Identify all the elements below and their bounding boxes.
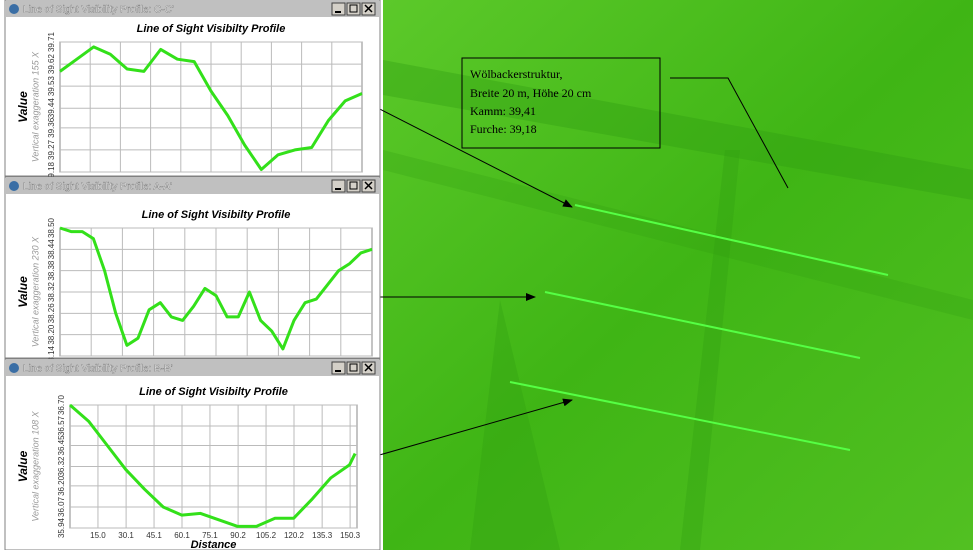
window-title: Line of Sight Visibility Profile: C-C' [23, 5, 174, 16]
annotation-text: Wölbackerstruktur, [470, 67, 562, 81]
close-glyph [364, 181, 373, 190]
y-tick-label: 38.32 [47, 281, 56, 302]
window-icon [9, 181, 19, 191]
y-tick-label: 38.50 [47, 217, 56, 238]
window-icon [9, 4, 19, 14]
y-tick-label: 39.71 [47, 31, 56, 52]
y-tick-label: 39.62 [47, 54, 56, 75]
profile-curve [69, 403, 357, 528]
y-tick-label: 39.18 [47, 161, 56, 182]
x-tick-label: 15.0 [90, 531, 106, 540]
y-tick-label: 39.36 [47, 117, 56, 138]
terrain [383, 0, 973, 550]
profile-window: Line of Sight Visibility Profile: B-B' 35… [4, 358, 381, 550]
y-tick-label: 38.14 [47, 345, 56, 366]
terrain-view: Wölbackerstruktur, Breite 20 m, Höhe 20 … [361, 0, 973, 550]
x-axis-label: Distance [191, 539, 237, 550]
y-tick-label: 39.27 [47, 139, 56, 160]
y-tick-label: 35.94 [57, 517, 66, 538]
terrain-stripe [470, 300, 560, 550]
window-button-min[interactable] [331, 361, 346, 375]
windows: Line of Sight Visibility Profile: C-C' 39… [4, 0, 381, 550]
close-glyph [364, 4, 373, 13]
y-tick-label: 39.53 [47, 76, 56, 97]
annotation-text: Furche: 39,18 [470, 122, 537, 136]
x-tick-label: 105.2 [256, 531, 277, 540]
title-bar [6, 1, 379, 17]
y-tick-label: 38.26 [47, 303, 56, 324]
x-tick-label: 135.3 [312, 531, 333, 540]
annotation-text: Breite 20 m, Höhe 20 cm [470, 86, 592, 100]
chart-title: Line of Sight Visibilty Profile [142, 209, 291, 221]
profile-curve [59, 45, 363, 171]
exaggeration-label: Vertical exaggeration 108 X [30, 410, 40, 521]
arrow [361, 99, 573, 208]
close-glyph [364, 363, 373, 372]
window-icon [9, 363, 19, 373]
window-title: Line of Sight Visibility Profile: B-B' [23, 364, 173, 375]
y-tick-label: 38.38 [47, 260, 56, 281]
x-tick-label: 30.1 [118, 531, 134, 540]
window-title: Line of Sight Visibility Profile: A-A' [23, 182, 172, 193]
max-glyph [349, 181, 358, 190]
annotation-box [461, 57, 661, 149]
max-glyph [349, 4, 358, 13]
arrow [361, 398, 573, 461]
profile-line [544, 291, 861, 359]
profile-line [574, 204, 889, 276]
title-bar [6, 360, 379, 376]
profile-curve [59, 226, 373, 351]
x-tick-label: 60.1 [174, 531, 190, 540]
y-tick-label: 36.70 [57, 394, 66, 415]
annotation-text: Kamm: 39,41 [470, 104, 536, 118]
profile-window: Line of Sight Visibility Profile: C-C' 39… [4, 0, 381, 182]
x-tick-label: 45.1 [146, 531, 162, 540]
x-tick-label: 120.2 [284, 531, 305, 540]
max-glyph [349, 363, 358, 372]
window-button-min[interactable] [331, 2, 346, 16]
y-tick-label: 36.57 [57, 415, 66, 436]
y-axis-label: Value [16, 91, 30, 123]
x-tick-label: 90.2 [230, 531, 246, 540]
exaggeration-label: Vertical exaggeration 155 X [30, 51, 40, 162]
title-bar [6, 178, 379, 194]
y-tick-label: 36.20 [57, 475, 66, 496]
x-tick-label: 75.1 [202, 531, 218, 540]
y-axis-label: Value [16, 450, 30, 482]
profile-line [509, 381, 851, 451]
terrain-stripe [383, 150, 973, 320]
y-tick-label: 36.45 [57, 435, 66, 456]
chart-title: Line of Sight Visibilty Profile [137, 23, 286, 35]
y-tick-label: 38.44 [47, 239, 56, 260]
y-tick-label: 36.07 [57, 496, 66, 517]
exaggeration-label: Vertical exaggeration 230 X [30, 236, 40, 347]
terrain-stripe [383, 60, 973, 200]
y-axis-label: Value [16, 276, 30, 308]
y-tick-label: 36.32 [57, 456, 66, 477]
leader-line [670, 77, 789, 189]
profile-window: Line of Sight Visibility Profile: A-A' 38… [4, 176, 381, 366]
window-button-min[interactable] [331, 179, 346, 193]
terrain-stripe [680, 150, 740, 550]
y-tick-label: 38.20 [47, 324, 56, 345]
x-tick-label: 150.3 [340, 531, 361, 540]
y-tick-label: 39.44 [47, 98, 56, 119]
chart-title: Line of Sight Visibilty Profile [139, 386, 288, 398]
